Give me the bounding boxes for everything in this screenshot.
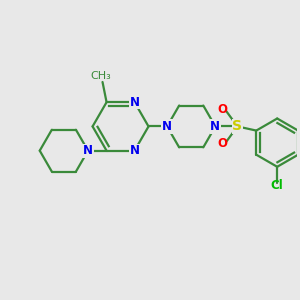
Text: O: O [218,103,228,116]
Text: N: N [162,120,172,133]
Text: Cl: Cl [271,179,284,192]
Text: CH₃: CH₃ [91,70,111,80]
Text: N: N [130,96,140,109]
Text: N: N [210,120,220,133]
Text: O: O [218,137,228,150]
Text: N: N [83,144,93,157]
Text: N: N [130,144,140,157]
Text: S: S [232,119,242,134]
